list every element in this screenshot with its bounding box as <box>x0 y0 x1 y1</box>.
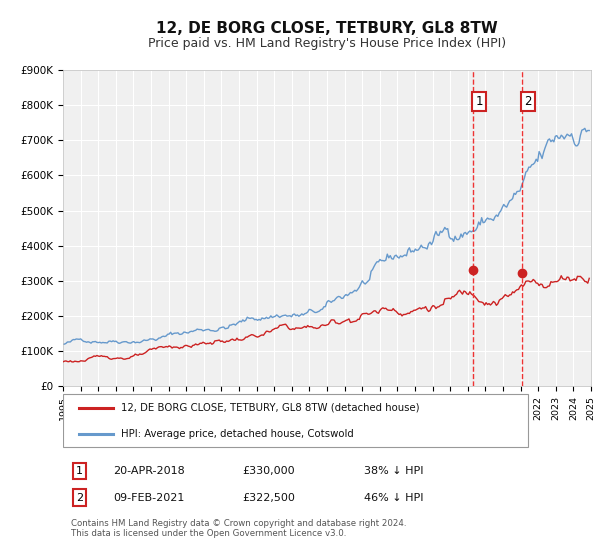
Text: 2: 2 <box>76 493 83 502</box>
Text: 1: 1 <box>475 95 483 108</box>
Text: 38% ↓ HPI: 38% ↓ HPI <box>364 466 424 476</box>
Text: 1: 1 <box>76 466 83 476</box>
Text: 20-APR-2018: 20-APR-2018 <box>113 466 185 476</box>
Text: £322,500: £322,500 <box>242 493 295 502</box>
Text: HPI: Average price, detached house, Cotswold: HPI: Average price, detached house, Cots… <box>121 429 354 438</box>
Text: Price paid vs. HM Land Registry's House Price Index (HPI): Price paid vs. HM Land Registry's House … <box>148 37 506 50</box>
FancyBboxPatch shape <box>63 394 527 447</box>
Text: 12, DE BORG CLOSE, TETBURY, GL8 8TW (detached house): 12, DE BORG CLOSE, TETBURY, GL8 8TW (det… <box>121 403 420 413</box>
Text: 09-FEB-2021: 09-FEB-2021 <box>113 493 185 502</box>
Text: Contains HM Land Registry data © Crown copyright and database right 2024.
This d: Contains HM Land Registry data © Crown c… <box>71 519 406 538</box>
Text: 12, DE BORG CLOSE, TETBURY, GL8 8TW: 12, DE BORG CLOSE, TETBURY, GL8 8TW <box>156 21 498 36</box>
Text: 46% ↓ HPI: 46% ↓ HPI <box>364 493 424 502</box>
Text: 2: 2 <box>524 95 532 108</box>
Text: £330,000: £330,000 <box>242 466 295 476</box>
